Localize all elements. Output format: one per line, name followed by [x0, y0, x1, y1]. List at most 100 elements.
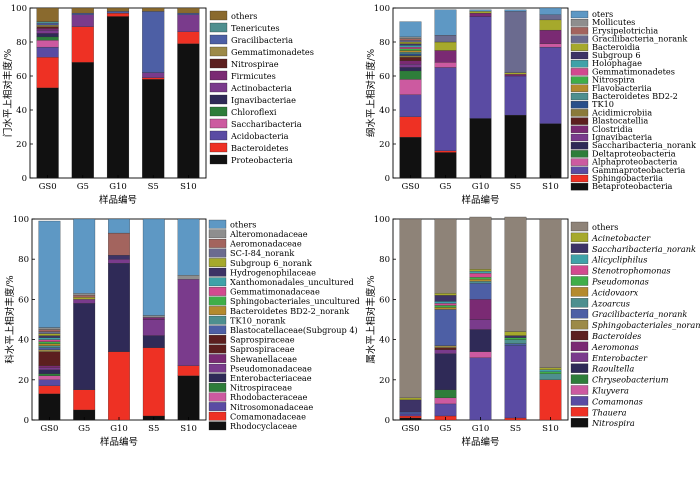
bar-segment: [469, 118, 492, 179]
bar-segment: [469, 9, 492, 12]
legend-label: Subgroup 6_norank: [230, 258, 313, 268]
legend-swatch: [208, 383, 227, 392]
bar-segment: [504, 114, 527, 179]
y-axis-label: 科水平上相对丰度/%: [4, 275, 16, 363]
legend-label: Firmicutes: [231, 71, 276, 81]
x-tick-label: GS0: [401, 182, 419, 192]
y-tick-label: 60: [18, 295, 29, 305]
legend-swatch: [570, 385, 589, 395]
bar-segment: [504, 339, 527, 344]
x-tick-label: G10: [110, 424, 128, 434]
legend-label: Sphingobacteriales_uncultured: [230, 296, 360, 306]
legend-label: Alicycliphilus: [591, 255, 647, 265]
bar-segment: [36, 24, 59, 27]
legend-label: Hydrogenophilaceae: [230, 267, 316, 277]
y-axis-label: 纲水平上相对丰度/%: [365, 49, 377, 137]
bar-segment: [38, 385, 61, 394]
legend-swatch: [570, 43, 589, 51]
bar-segment: [142, 347, 165, 417]
legend-swatch: [570, 352, 589, 362]
bar-segment: [434, 397, 457, 405]
bar-segment: [106, 11, 130, 14]
x-tick-label: G5: [77, 182, 89, 192]
bar-segment: [469, 329, 492, 352]
legend-label: others: [230, 219, 256, 229]
bar-segment: [142, 335, 165, 348]
bar-segment: [36, 7, 59, 22]
legend-swatch: [209, 34, 228, 45]
legend-swatch: [209, 106, 228, 117]
bar-segment: [73, 297, 96, 300]
legend-swatch: [570, 101, 589, 109]
legend-label: Gemmatimonadaceae: [230, 287, 320, 297]
bar-segment: [108, 263, 130, 352]
legend-label: Bacteroidetes BD2-2: [592, 91, 678, 101]
bar-segment: [434, 349, 457, 354]
y-tick-label: 60: [379, 295, 390, 305]
bar-segment: [177, 375, 200, 421]
bar-segment: [399, 53, 422, 56]
bar-segment: [539, 218, 562, 368]
legend-label: Xanthomonadales_uncultured: [230, 277, 354, 287]
legend-label: Bacteroides: [591, 331, 641, 341]
bar-segment: [38, 333, 61, 336]
bar-segment: [108, 218, 130, 234]
bar-segment: [469, 283, 492, 300]
legend-swatch: [208, 373, 227, 383]
legend-swatch: [208, 325, 227, 335]
y-tick-label: 0: [24, 416, 29, 426]
legend-swatch: [209, 154, 228, 165]
bar-segment: [434, 345, 457, 348]
bar-segment: [106, 12, 130, 17]
y-tick-label: 80: [16, 38, 27, 48]
bar-segment: [177, 275, 200, 280]
bar-segment: [36, 21, 59, 24]
bar-segment: [399, 63, 422, 68]
chart-panel-4: 0 20 40 60 80 100 GS0 G5 G10 S5 S10 样品编号 属水平上相对丰度/% o…: [365, 215, 700, 448]
legend-label: Saccharibacteria_norank: [592, 244, 696, 254]
bar-segment: [142, 218, 165, 316]
y-axis-label: 门水平上相对丰度/%: [2, 49, 14, 137]
legend-swatch: [570, 60, 589, 68]
bar-segment: [469, 279, 492, 282]
bar-segment: [399, 397, 422, 401]
legend-swatch: [208, 392, 227, 402]
bar-segment: [434, 305, 457, 308]
bar-segment: [36, 33, 59, 38]
legend-swatch: [570, 330, 589, 341]
legend-label: Blastocatellaceae(Subgroup 4): [230, 325, 358, 335]
legend-label: Enterobacter: [591, 353, 648, 363]
bar-segment: [539, 43, 562, 48]
bar-segment: [399, 411, 422, 415]
legend-swatch: [208, 248, 227, 258]
bar-segment: [434, 403, 457, 417]
y-tick-label: 60: [379, 72, 390, 82]
legend-label: Actinobacteria: [230, 83, 292, 93]
bar-segment: [504, 11, 527, 73]
bar-segment: [142, 77, 165, 80]
legend-label: Gracilibacteria_norank: [592, 309, 687, 319]
bar-segment: [469, 273, 492, 278]
bar-segment: [38, 327, 61, 330]
bar-segment: [142, 7, 165, 12]
bar-segment: [539, 7, 562, 15]
bar-segment: [142, 315, 165, 318]
bar-segment: [71, 12, 94, 15]
bar-segment: [108, 255, 130, 260]
bar-segment: [177, 7, 200, 14]
bar-segment: [38, 337, 61, 340]
bar-segment: [434, 353, 457, 390]
bar-segment: [38, 339, 61, 342]
legend-swatch: [208, 267, 227, 277]
x-tick-label: G5: [439, 182, 451, 192]
legend: othersAcinetobacterSaccharibacteria_nora…: [570, 221, 700, 428]
legend-label: Acidovaorx: [591, 287, 639, 297]
x-tick-label: S10: [180, 424, 197, 434]
bar-segment: [73, 389, 96, 411]
legend-swatch: [570, 166, 589, 174]
legend-label: Subgroup 6: [592, 50, 641, 60]
legend-swatch: [208, 402, 227, 411]
x-tick-label: S10: [542, 182, 559, 192]
chart-panel-2: 0 20 40 60 80 100 GS0 G5 G10 S5 S10 样品编号 纲水平上相对丰度/% o…: [365, 4, 697, 206]
